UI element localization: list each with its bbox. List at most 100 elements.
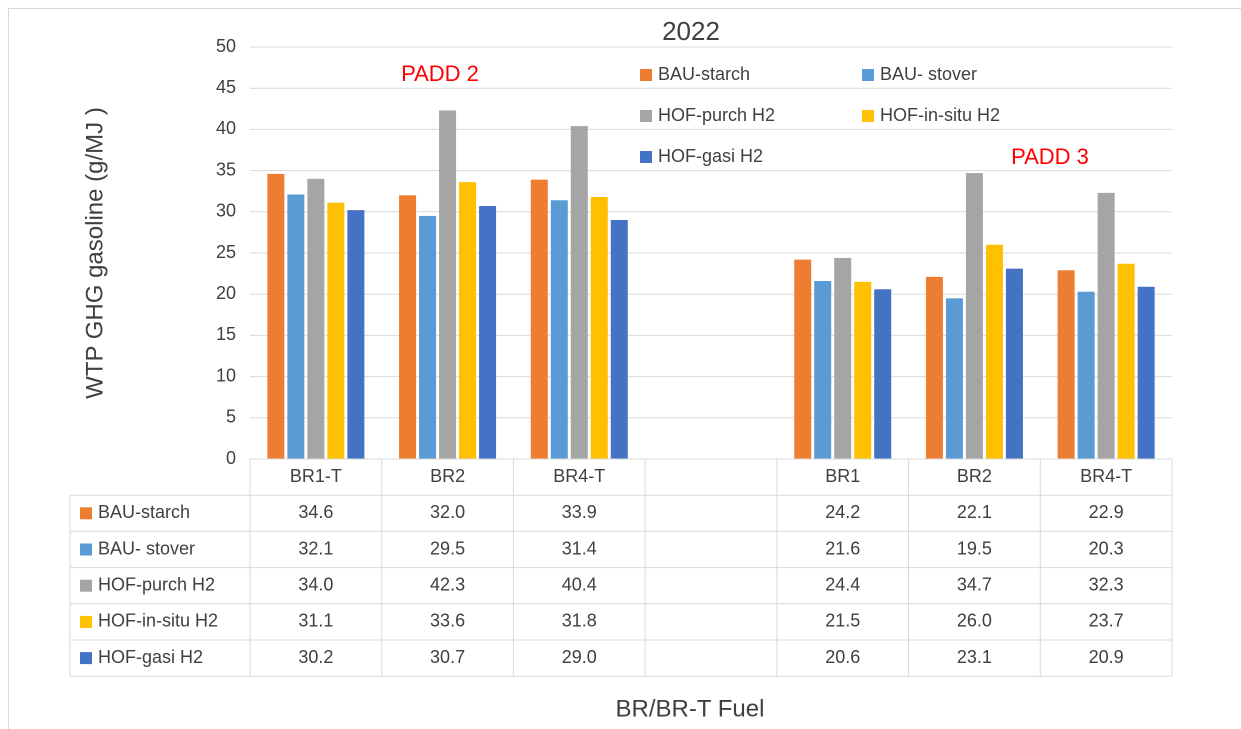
table-value: 42.3 [430, 574, 465, 594]
table-value: 31.4 [562, 538, 597, 558]
table-series-label: HOF-purch H2 [98, 574, 215, 594]
legend-label: BAU-starch [658, 64, 750, 84]
y-tick-label: 40 [216, 118, 236, 138]
bar [1097, 192, 1115, 459]
bar [570, 126, 588, 459]
bar [590, 196, 608, 459]
y-tick-label: 5 [226, 407, 236, 427]
bar [925, 276, 943, 459]
table-series-label: HOF-in-situ H2 [98, 611, 218, 631]
chart-frame [8, 8, 1241, 729]
x-tick-label: BR2 [957, 466, 992, 486]
legend-swatch [640, 151, 652, 163]
table-value: 19.5 [957, 538, 992, 558]
bar [1005, 268, 1023, 459]
table-series-label: HOF-gasi H2 [98, 647, 203, 667]
bar [347, 210, 365, 459]
y-tick-label: 45 [216, 77, 236, 97]
table-value: 32.3 [1089, 574, 1124, 594]
table-swatch [80, 579, 92, 592]
legend-label: BAU- stover [880, 64, 977, 84]
table-value: 32.1 [298, 538, 333, 558]
bar [479, 206, 497, 459]
table-value: 23.1 [957, 647, 992, 667]
table-value: 40.4 [562, 574, 597, 594]
bar [287, 194, 305, 459]
bar [327, 202, 345, 459]
table-value: 29.0 [562, 647, 597, 667]
table-swatch [80, 615, 92, 628]
bar [1057, 270, 1075, 459]
y-tick-label: 25 [216, 242, 236, 262]
y-tick-label: 10 [216, 365, 236, 385]
bar [985, 244, 1003, 459]
table-value: 33.9 [562, 502, 597, 522]
bar [267, 173, 285, 459]
y-tick-label: 15 [216, 324, 236, 344]
bar [550, 200, 568, 459]
table-value: 34.7 [957, 574, 992, 594]
table-value: 33.6 [430, 611, 465, 631]
table-value: 20.3 [1089, 538, 1124, 558]
y-tick-label: 0 [226, 448, 236, 468]
legend-label: HOF-in-situ H2 [880, 105, 1000, 125]
table-value: 26.0 [957, 611, 992, 631]
chart-title: 2022 [662, 16, 720, 46]
annotation: PADD 3 [1011, 144, 1089, 169]
table-value: 21.5 [825, 611, 860, 631]
bar [874, 289, 892, 459]
bar [794, 259, 812, 459]
x-tick-label: BR1-T [290, 466, 342, 486]
table-value: 22.1 [957, 502, 992, 522]
y-tick-label: 30 [216, 201, 236, 221]
legend-label: HOF-purch H2 [658, 105, 775, 125]
bar [399, 195, 417, 459]
x-tick-label: BR2 [430, 466, 465, 486]
table-value: 32.0 [430, 502, 465, 522]
table-value: 22.9 [1089, 502, 1124, 522]
table-value: 23.7 [1089, 611, 1124, 631]
table-swatch [80, 507, 92, 520]
legend-swatch [862, 110, 874, 122]
legend-swatch [640, 110, 652, 122]
table-value: 34.6 [298, 502, 333, 522]
legend-label: HOF-gasi H2 [658, 146, 763, 166]
x-axis-label: BR/BR-T Fuel [616, 695, 765, 722]
table-value: 24.4 [825, 574, 860, 594]
table-value: 31.1 [298, 611, 333, 631]
bar [307, 178, 325, 459]
table-value: 24.2 [825, 502, 860, 522]
bar [459, 182, 477, 460]
bar [610, 220, 628, 459]
bar [530, 179, 548, 459]
x-tick-label: BR4-T [1080, 466, 1132, 486]
table-value: 30.7 [430, 647, 465, 667]
bar [854, 281, 872, 459]
legend-swatch [862, 69, 874, 81]
table-series-label: BAU-starch [98, 502, 190, 522]
bar [419, 215, 437, 459]
bar [965, 173, 983, 459]
x-tick-label: BR1 [825, 466, 860, 486]
bar [1117, 263, 1135, 459]
table-value: 34.0 [298, 574, 333, 594]
y-axis-label: WTP GHG gasoline (g/MJ ) [81, 107, 108, 399]
bar [834, 257, 852, 459]
bar [945, 298, 963, 459]
table-series-label: BAU- stover [98, 538, 195, 558]
y-tick-label: 50 [216, 36, 236, 56]
table-value: 31.8 [562, 611, 597, 631]
bar [1137, 286, 1155, 459]
table-swatch [80, 543, 92, 556]
table-swatch [80, 652, 92, 665]
bar [1077, 291, 1095, 459]
y-tick-label: 35 [216, 159, 236, 179]
bar [439, 110, 457, 459]
y-tick-label: 20 [216, 283, 236, 303]
table-value: 20.9 [1089, 647, 1124, 667]
bar [814, 281, 832, 459]
table-value: 20.6 [825, 647, 860, 667]
table-value: 21.6 [825, 538, 860, 558]
legend-swatch [640, 69, 652, 81]
table-value: 29.5 [430, 538, 465, 558]
